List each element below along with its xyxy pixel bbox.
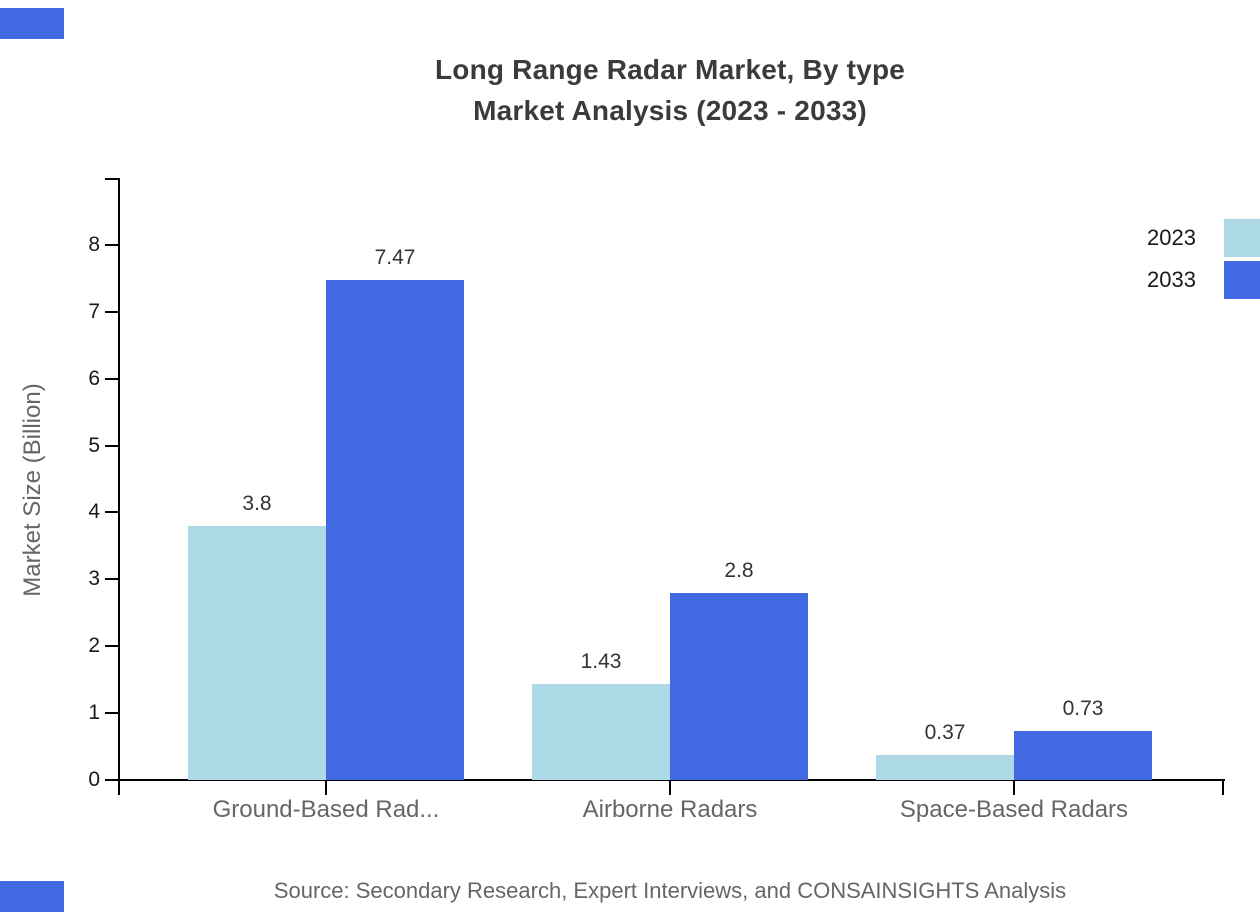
legend-swatch-2033 [1224,261,1260,299]
x-tick-mark [1013,780,1015,795]
x-category-label: Airborne Radars [582,796,758,823]
y-axis-top-tick [105,178,119,180]
y-tick-label: 8 [88,232,100,256]
y-tick-mark [105,444,119,447]
y-tick-mark [105,377,119,380]
legend-swatch-2023 [1224,219,1260,257]
legend-label-2033: 2033 [1147,267,1196,292]
y-axis-line [118,178,120,795]
y-tick-label: 4 [88,500,100,524]
y-tick-label: 3 [88,567,100,591]
x-axis-end-tick [1222,780,1224,795]
chart-title-line2: Market Analysis (2023 - 2033) [473,95,867,126]
y-tick-label: 0 [88,768,100,791]
x-category-label: Space-Based Radars [899,796,1129,823]
chart-title-line1: Long Range Radar Market, By type [434,54,906,85]
bar-2033 [670,592,808,780]
bar-value-label: 0.73 [1062,697,1104,721]
bar-value-label: 1.43 [580,650,622,674]
y-tick-mark [105,712,119,715]
x-category-label: Ground-Based Rad... [212,796,440,823]
y-tick-label: 1 [88,701,100,725]
bar-value-label: 7.47 [374,246,416,270]
legend-label-2023: 2023 [1147,225,1196,250]
x-axis-line [105,779,1225,781]
bar-2033 [1014,731,1152,780]
bar-2033 [326,280,464,780]
bar-value-label: 3.8 [242,491,272,515]
y-tick-mark [105,578,119,581]
y-tick-label: 7 [88,299,100,323]
y-tick-mark [105,310,119,313]
y-tick-label: 5 [88,433,100,457]
chart-title: Long Range Radar Market, By type Market … [80,49,1260,131]
y-tick-mark [105,645,119,648]
corner-accent-bottom-left [0,881,64,912]
y-tick-label: 6 [88,366,100,390]
y-tick-mark [105,243,119,246]
x-tick-mark [669,780,671,795]
bar-2023 [532,684,670,780]
y-tick-mark [105,511,119,514]
y-tick-mark [105,779,119,781]
bar-2023 [188,525,326,780]
bar-2023 [876,755,1014,780]
y-tick-label: 2 [88,634,100,658]
bar-value-label: 0.37 [924,721,966,745]
corner-accent-top-left [0,8,64,39]
x-tick-mark [325,780,327,795]
source-note: Source: Secondary Research, Expert Inter… [273,878,1067,903]
bar-value-label: 2.8 [724,558,754,582]
